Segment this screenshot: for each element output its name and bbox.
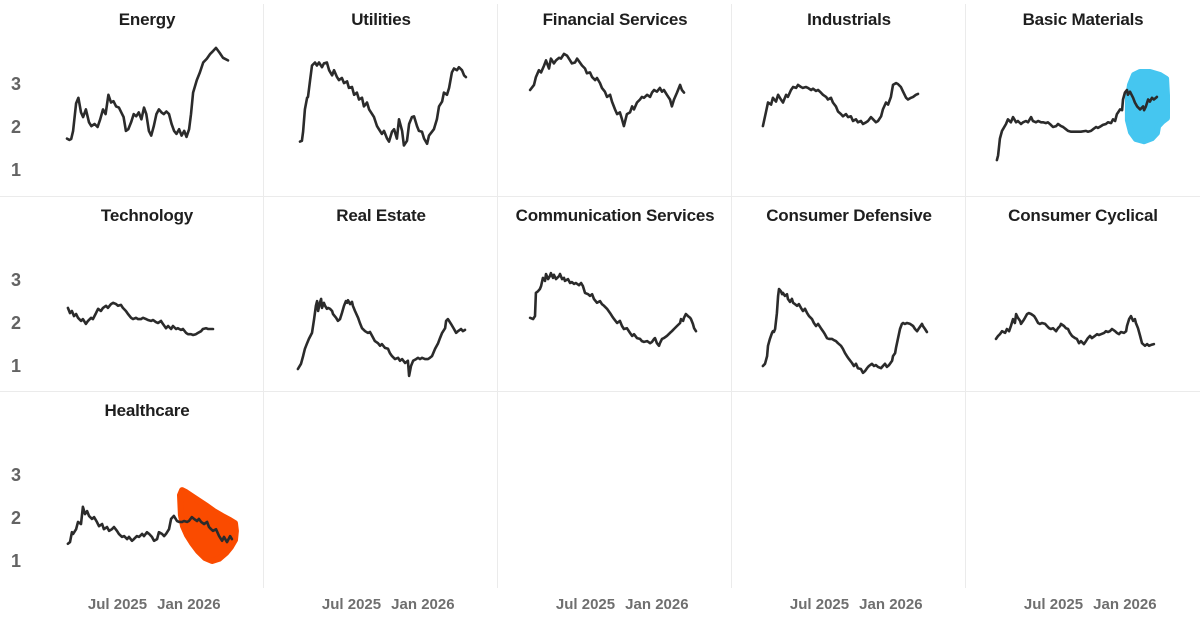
x-axis-tick-label: Jul 2025 — [789, 596, 850, 613]
panel-title: Consumer Cyclical — [1008, 206, 1158, 225]
facet-column-separator — [965, 4, 966, 588]
facet-panel-consumer-defensive: Consumer Defensive — [732, 197, 966, 392]
series-line — [528, 271, 698, 348]
facet-column-separator — [731, 4, 732, 588]
y-axis-tick-label: 3 — [10, 74, 21, 94]
facet-panel-energy: Energy — [30, 1, 264, 196]
series-line — [65, 46, 230, 142]
series-line — [761, 287, 929, 375]
y-axis-tick-label: 2 — [10, 313, 21, 333]
facet-column-separator — [263, 4, 264, 588]
facet-panel-real-estate: Real Estate — [264, 197, 498, 392]
y-axis-tick-label: 3 — [10, 465, 21, 485]
y-axis-tick-label: 1 — [10, 160, 21, 180]
facet-panel-communication-services: Communication Services — [498, 197, 732, 392]
series-line — [528, 52, 686, 128]
facet-row-separator — [0, 196, 1200, 197]
panel-title: Communication Services — [515, 206, 715, 225]
facet-row-separator — [0, 391, 1200, 392]
line-chart-canvas — [66, 301, 215, 337]
y-axis-tick-label: 2 — [10, 117, 21, 137]
panel-title: Technology — [100, 206, 194, 225]
line-chart-canvas — [995, 69, 1170, 162]
panel-title: Consumer Defensive — [766, 206, 932, 225]
panel-title: Financial Services — [542, 10, 688, 29]
line-chart-canvas — [65, 46, 230, 142]
y-axis-tick-label: 3 — [10, 270, 21, 290]
facet-column-separator — [497, 4, 498, 588]
x-axis-tick-label: Jan 2026 — [391, 596, 455, 613]
x-axis-tick-label: Jul 2025 — [321, 596, 382, 613]
line-chart-canvas — [528, 271, 698, 348]
facet-panel-basic-materials: Basic Materials — [966, 1, 1200, 196]
line-chart-canvas — [761, 81, 920, 128]
line-chart-canvas — [994, 311, 1156, 348]
series-line — [761, 81, 920, 128]
y-axis-tick-label: 2 — [10, 508, 21, 528]
series-line — [66, 505, 234, 546]
y-axis-tick-label: 1 — [10, 356, 21, 376]
x-axis-tick-label: Jan 2026 — [859, 596, 923, 613]
series-line — [296, 297, 467, 378]
facet-panel-industrials: Industrials — [732, 1, 966, 196]
panel-title: Basic Materials — [1022, 10, 1144, 29]
x-axis-tick-label: Jan 2026 — [157, 596, 221, 613]
x-axis-tick-label: Jul 2025 — [1023, 596, 1084, 613]
line-chart-canvas — [298, 61, 468, 147]
forecast-highlight-band — [1124, 69, 1170, 145]
series-line — [995, 88, 1159, 162]
x-axis-tick-label: Jul 2025 — [87, 596, 148, 613]
facet-panel-technology: Technology — [30, 197, 264, 392]
panel-title: Healthcare — [104, 401, 190, 420]
line-chart-canvas — [296, 297, 467, 378]
line-chart-canvas — [528, 52, 686, 128]
x-axis-tick-label: Jan 2026 — [1093, 596, 1157, 613]
series-line — [66, 301, 215, 337]
series-line — [298, 61, 468, 147]
facet-panel-financial-services: Financial Services — [498, 1, 732, 196]
line-chart-canvas — [66, 487, 239, 564]
facet-panel-consumer-cyclical: Consumer Cyclical — [966, 197, 1200, 392]
y-axis-tick-label: 1 — [10, 551, 21, 571]
panel-title: Industrials — [807, 10, 891, 29]
facet-panel-utilities: Utilities — [264, 1, 498, 196]
facet-panel-healthcare: Healthcare — [30, 392, 264, 587]
panel-title: Utilities — [351, 10, 411, 29]
x-axis-tick-label: Jan 2026 — [625, 596, 689, 613]
panel-title: Real Estate — [336, 206, 426, 225]
panel-title: Energy — [118, 10, 176, 29]
line-chart-canvas — [761, 287, 929, 375]
series-line — [994, 311, 1156, 348]
x-axis-tick-label: Jul 2025 — [555, 596, 616, 613]
